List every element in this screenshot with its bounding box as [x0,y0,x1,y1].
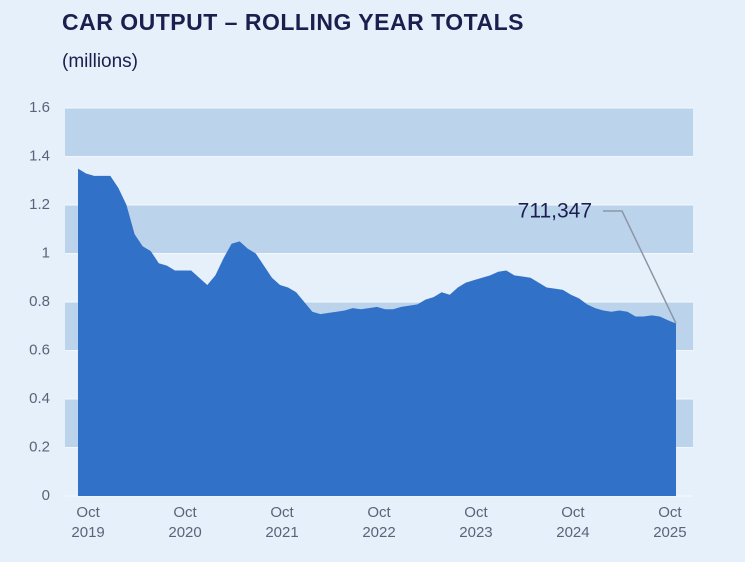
y-tick-label: 0.8 [29,293,50,310]
y-tick-label: 0.2 [29,438,50,455]
chart-subtitle: (millions) [62,51,138,72]
y-tick-label: 1.2 [29,196,50,213]
x-tick-label: Oct 2019 [71,504,105,541]
x-tick-label: Oct 2023 [459,504,493,541]
x-tick-label: Oct 2020 [168,504,202,541]
x-tick-label: Oct 2021 [265,504,299,541]
annotation-line [603,210,677,324]
area [78,168,676,496]
y-tick-label: 0.4 [29,390,50,407]
y-tick-label: 1.6 [29,99,50,116]
chart-title: CAR OUTPUT – ROLLING YEAR TOTALS [62,9,524,35]
grid-band [65,108,693,157]
x-tick-label: Oct 2025 [653,504,687,541]
y-tick-label: 0.6 [29,341,50,358]
grid-band [65,205,693,254]
y-tick-label: 0 [42,487,50,504]
x-tick-label: Oct 2022 [362,504,396,541]
annotation: 711,347 [518,200,592,223]
y-tick-label: 1 [42,244,50,261]
y-tick-label: 1.4 [29,147,50,164]
x-tick-label: Oct 2024 [556,504,590,541]
